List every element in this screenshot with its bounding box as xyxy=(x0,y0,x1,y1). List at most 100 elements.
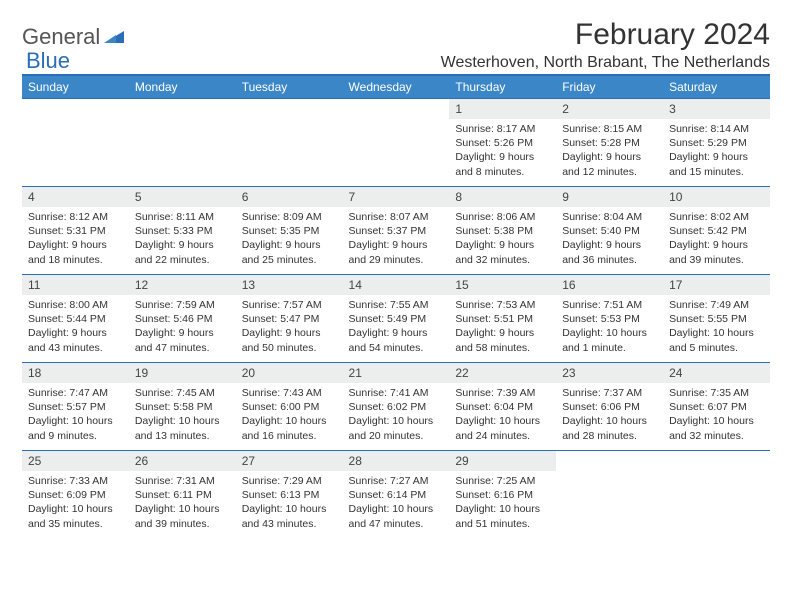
daylight-text: Daylight: 9 hours and 22 minutes. xyxy=(135,238,230,266)
sunrise-text: Sunrise: 7:59 AM xyxy=(135,298,230,312)
daylight-text: Daylight: 9 hours and 39 minutes. xyxy=(669,238,764,266)
sunset-text: Sunset: 5:57 PM xyxy=(28,400,123,414)
day-content: Sunrise: 7:27 AMSunset: 6:14 PMDaylight:… xyxy=(343,471,450,535)
sunrise-text: Sunrise: 7:47 AM xyxy=(28,386,123,400)
weekday-header: Wednesday xyxy=(343,75,450,99)
day-content: Sunrise: 7:53 AMSunset: 5:51 PMDaylight:… xyxy=(449,295,556,359)
day-number: 21 xyxy=(343,363,450,383)
daylight-text: Daylight: 10 hours and 24 minutes. xyxy=(455,414,550,442)
day-number: 15 xyxy=(449,275,556,295)
calendar-table: SundayMondayTuesdayWednesdayThursdayFrid… xyxy=(22,74,770,539)
calendar-day-cell: 7Sunrise: 8:07 AMSunset: 5:37 PMDaylight… xyxy=(343,187,450,275)
sunrise-text: Sunrise: 8:09 AM xyxy=(242,210,337,224)
daylight-text: Daylight: 10 hours and 13 minutes. xyxy=(135,414,230,442)
calendar-day-cell: 11Sunrise: 8:00 AMSunset: 5:44 PMDayligh… xyxy=(22,275,129,363)
weekday-header: Friday xyxy=(556,75,663,99)
sunrise-text: Sunrise: 8:12 AM xyxy=(28,210,123,224)
day-number: 16 xyxy=(556,275,663,295)
day-content: Sunrise: 8:07 AMSunset: 5:37 PMDaylight:… xyxy=(343,207,450,271)
daylight-text: Daylight: 9 hours and 36 minutes. xyxy=(562,238,657,266)
day-number: 3 xyxy=(663,99,770,119)
sunset-text: Sunset: 6:02 PM xyxy=(349,400,444,414)
day-content: Sunrise: 7:43 AMSunset: 6:00 PMDaylight:… xyxy=(236,383,343,447)
sunset-text: Sunset: 5:31 PM xyxy=(28,224,123,238)
daylight-text: Daylight: 10 hours and 43 minutes. xyxy=(242,502,337,530)
sunset-text: Sunset: 5:49 PM xyxy=(349,312,444,326)
sunrise-text: Sunrise: 8:17 AM xyxy=(455,122,550,136)
page-title: February 2024 xyxy=(441,18,770,52)
sunrise-text: Sunrise: 7:51 AM xyxy=(562,298,657,312)
calendar-day-cell: 15Sunrise: 7:53 AMSunset: 5:51 PMDayligh… xyxy=(449,275,556,363)
day-number: 23 xyxy=(556,363,663,383)
sunset-text: Sunset: 6:07 PM xyxy=(669,400,764,414)
day-number: 7 xyxy=(343,187,450,207)
calendar-day-cell: 21 Sunrise: 7:41 AMSunset: 6:02 PMDayligh… xyxy=(343,363,450,451)
sunset-text: Sunset: 5:47 PM xyxy=(242,312,337,326)
calendar-day-cell: 13Sunrise: 7:57 AMSunset: 5:47 PMDayligh… xyxy=(236,275,343,363)
daylight-text: Daylight: 9 hours and 58 minutes. xyxy=(455,326,550,354)
day-number: 13 xyxy=(236,275,343,295)
day-number: 26 xyxy=(129,451,236,471)
daylight-text: Daylight: 9 hours and 12 minutes. xyxy=(562,150,657,178)
daylight-text: Daylight: 10 hours and 47 minutes. xyxy=(349,502,444,530)
sunrise-text: Sunrise: 7:33 AM xyxy=(28,474,123,488)
sunset-text: Sunset: 5:33 PM xyxy=(135,224,230,238)
sunset-text: Sunset: 5:42 PM xyxy=(669,224,764,238)
calendar-day-cell: 4Sunrise: 8:12 AMSunset: 5:31 PMDaylight… xyxy=(22,187,129,275)
sunset-text: Sunset: 5:37 PM xyxy=(349,224,444,238)
logo-triangle-icon xyxy=(104,27,124,48)
daylight-text: Daylight: 10 hours and 20 minutes. xyxy=(349,414,444,442)
day-number: 9 xyxy=(556,187,663,207)
daylight-text: Daylight: 9 hours and 15 minutes. xyxy=(669,150,764,178)
sunset-text: Sunset: 5:46 PM xyxy=(135,312,230,326)
calendar-day-cell: 28Sunrise: 7:27 AMSunset: 6:14 PMDayligh… xyxy=(343,451,450,539)
sunset-text: Sunset: 5:55 PM xyxy=(669,312,764,326)
calendar-week-row: 4Sunrise: 8:12 AMSunset: 5:31 PMDaylight… xyxy=(22,187,770,275)
daylight-text: Daylight: 9 hours and 47 minutes. xyxy=(135,326,230,354)
calendar-day-cell xyxy=(663,451,770,539)
sunrise-text: Sunrise: 7:31 AM xyxy=(135,474,230,488)
daylight-text: Daylight: 9 hours and 29 minutes. xyxy=(349,238,444,266)
sunrise-text: Sunrise: 7:41 AM xyxy=(349,386,444,400)
day-number: 24 xyxy=(663,363,770,383)
day-content: Sunrise: 7:59 AMSunset: 5:46 PMDaylight:… xyxy=(129,295,236,359)
brand-name-b: Blue xyxy=(26,48,70,74)
sunset-text: Sunset: 5:26 PM xyxy=(455,136,550,150)
daylight-text: Daylight: 10 hours and 1 minute. xyxy=(562,326,657,354)
day-number: 8 xyxy=(449,187,556,207)
calendar-day-cell: 27Sunrise: 7:29 AMSunset: 6:13 PMDayligh… xyxy=(236,451,343,539)
sunrise-text: Sunrise: 8:02 AM xyxy=(669,210,764,224)
location-text: Westerhoven, North Brabant, The Netherla… xyxy=(441,54,770,72)
weekday-header: Saturday xyxy=(663,75,770,99)
day-number: 6 xyxy=(236,187,343,207)
calendar-week-row: 11Sunrise: 8:00 AMSunset: 5:44 PMDayligh… xyxy=(22,275,770,363)
day-number xyxy=(663,451,770,471)
day-content: Sunrise: 7:49 AMSunset: 5:55 PMDaylight:… xyxy=(663,295,770,359)
calendar-day-cell xyxy=(343,99,450,187)
sunset-text: Sunset: 5:40 PM xyxy=(562,224,657,238)
calendar-week-row: 18Sunrise: 7:47 AMSunset: 5:57 PMDayligh… xyxy=(22,363,770,451)
sunset-text: Sunset: 6:13 PM xyxy=(242,488,337,502)
calendar-day-cell: 29Sunrise: 7:25 AMSunset: 6:16 PMDayligh… xyxy=(449,451,556,539)
day-content: Sunrise: 7:29 AMSunset: 6:13 PMDaylight:… xyxy=(236,471,343,535)
sunrise-text: Sunrise: 7:43 AM xyxy=(242,386,337,400)
day-content: Sunrise: 7:55 AMSunset: 5:49 PMDaylight:… xyxy=(343,295,450,359)
calendar-day-cell: 6Sunrise: 8:09 AMSunset: 5:35 PMDaylight… xyxy=(236,187,343,275)
sunset-text: Sunset: 6:14 PM xyxy=(349,488,444,502)
day-number: 17 xyxy=(663,275,770,295)
daylight-text: Daylight: 9 hours and 18 minutes. xyxy=(28,238,123,266)
sunset-text: Sunset: 6:11 PM xyxy=(135,488,230,502)
calendar-body: 1Sunrise: 8:17 AMSunset: 5:26 PMDaylight… xyxy=(22,99,770,539)
day-number: 27 xyxy=(236,451,343,471)
day-content: Sunrise: 8:12 AMSunset: 5:31 PMDaylight:… xyxy=(22,207,129,271)
sunset-text: Sunset: 5:29 PM xyxy=(669,136,764,150)
sunrise-text: Sunrise: 7:27 AM xyxy=(349,474,444,488)
day-content: Sunrise: 8:14 AMSunset: 5:29 PMDaylight:… xyxy=(663,119,770,183)
calendar-day-cell: 26Sunrise: 7:31 AMSunset: 6:11 PMDayligh… xyxy=(129,451,236,539)
day-number xyxy=(129,99,236,119)
day-number xyxy=(343,99,450,119)
calendar-day-cell: 5Sunrise: 8:11 AMSunset: 5:33 PMDaylight… xyxy=(129,187,236,275)
daylight-text: Daylight: 10 hours and 9 minutes. xyxy=(28,414,123,442)
day-number: 18 xyxy=(22,363,129,383)
calendar-day-cell xyxy=(129,99,236,187)
